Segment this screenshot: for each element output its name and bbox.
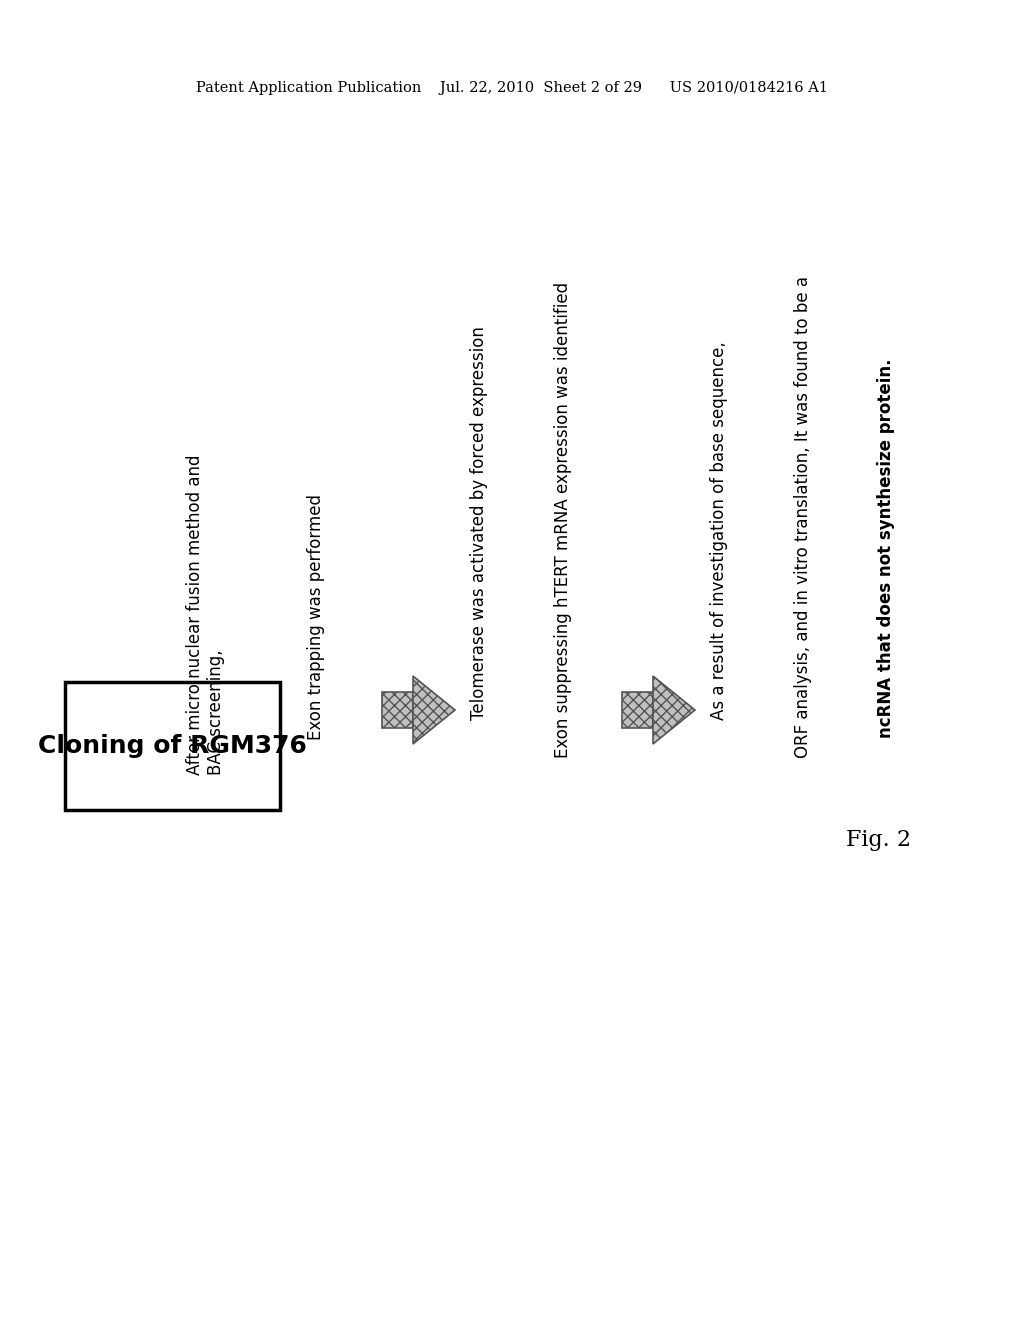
Polygon shape [413,676,455,744]
Text: Cloning of RGM376: Cloning of RGM376 [38,734,307,758]
Bar [65,682,280,810]
Text: Fig. 2: Fig. 2 [846,829,910,851]
Text: Patent Application Publication    Jul. 22, 2010  Sheet 2 of 29      US 2010/0184: Patent Application Publication Jul. 22, … [196,81,828,95]
Text: After micro nuclear fusion method and
BAC screening,: After micro nuclear fusion method and BA… [186,454,225,775]
Text: ORF analysis, and in vitro translation, It was found to be a: ORF analysis, and in vitro translation, … [794,276,812,758]
Text: As a result of investigation of base sequence,: As a result of investigation of base seq… [710,342,728,719]
Text: Telomerase was activated by forced expression: Telomerase was activated by forced expre… [470,326,488,719]
Polygon shape [653,676,695,744]
Text: ncRNA that does not synthesize protein.: ncRNA that does not synthesize protein. [877,359,895,738]
Bar [382,692,413,727]
Text: Exon suppressing hTERT mRNA expression was identified: Exon suppressing hTERT mRNA expression w… [554,282,572,758]
Text: Exon trapping was performed: Exon trapping was performed [307,494,325,741]
Bar [622,692,653,727]
